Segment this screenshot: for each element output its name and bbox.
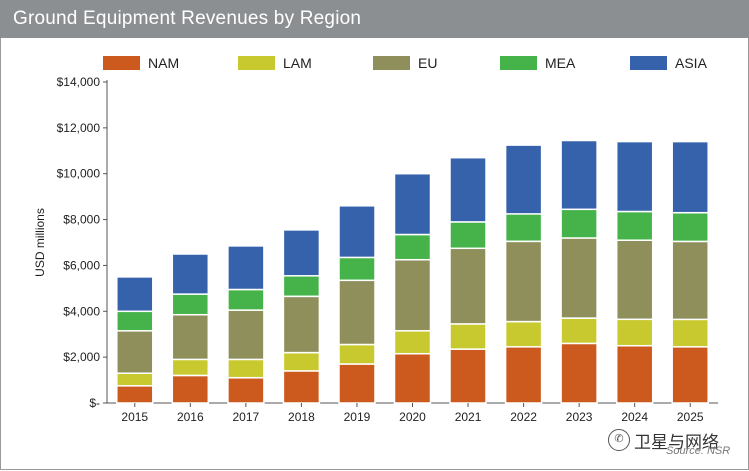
legend-label-lam: LAM bbox=[283, 55, 312, 71]
bar-segment-eu-2019 bbox=[338, 279, 376, 346]
bar-segment-nam-2023 bbox=[560, 342, 598, 404]
bar-segment-lam-2024 bbox=[615, 318, 654, 347]
bar-segment-eu-2025 bbox=[671, 240, 709, 321]
bar-segment-lam-2023 bbox=[560, 317, 598, 345]
x-tick-label: 2020 bbox=[399, 410, 426, 424]
bar-segment-mea-2025 bbox=[671, 211, 709, 243]
bar-segment-eu-2015 bbox=[116, 330, 154, 374]
bar-segment-eu-2018 bbox=[282, 295, 321, 354]
bar-segment-mea-2019 bbox=[338, 256, 376, 282]
x-tick-label: 2025 bbox=[677, 410, 704, 424]
bar-segment-nam-2024 bbox=[615, 344, 654, 404]
bar-segment-mea-2020 bbox=[393, 233, 432, 261]
source-note: Source: NSR bbox=[666, 445, 731, 457]
bar-segment-eu-2021 bbox=[449, 247, 487, 325]
bar-segment-mea-2021 bbox=[449, 221, 487, 250]
y-tick-label: $2,000 bbox=[63, 350, 100, 364]
bar-segment-asia-2020 bbox=[393, 172, 432, 236]
x-tick-label: 2022 bbox=[510, 410, 537, 424]
bar-segment-lam-2017 bbox=[227, 358, 265, 379]
bar-segment-asia-2016 bbox=[171, 253, 210, 295]
x-tick-label: 2019 bbox=[344, 410, 371, 424]
y-tick-label: $4,000 bbox=[63, 304, 100, 318]
bar-segment-nam-2018 bbox=[282, 370, 321, 404]
bar-segment-lam-2016 bbox=[171, 358, 210, 377]
bar-segment-mea-2016 bbox=[171, 293, 210, 316]
bar-segment-eu-2016 bbox=[171, 313, 210, 361]
bar-segment-asia-2018 bbox=[282, 229, 321, 277]
wechat-icon: ✆ bbox=[608, 429, 630, 451]
watermark: ✆ 卫星与网络 bbox=[608, 428, 738, 456]
bar-segment-nam-2022 bbox=[504, 346, 543, 404]
bar-segment-nam-2016 bbox=[171, 374, 210, 404]
bar-segment-lam-2019 bbox=[338, 343, 376, 365]
bar-segment-asia-2015 bbox=[116, 276, 154, 313]
bar-segment-lam-2015 bbox=[116, 372, 154, 387]
y-tick-label: $- bbox=[89, 396, 100, 410]
x-tick-label: 2016 bbox=[177, 410, 204, 424]
bar-segment-mea-2017 bbox=[227, 288, 265, 311]
bar-segment-eu-2024 bbox=[615, 239, 654, 321]
bar-segment-nam-2020 bbox=[393, 352, 432, 404]
bar-segment-mea-2023 bbox=[560, 208, 598, 239]
bar-segment-nam-2015 bbox=[116, 385, 154, 404]
chart-title: Ground Equipment Revenues by Region bbox=[13, 8, 362, 29]
bar-segment-lam-2021 bbox=[449, 323, 487, 350]
legend-label-nam: NAM bbox=[148, 55, 179, 71]
legend-swatch-nam bbox=[103, 56, 140, 70]
watermark-text: 卫星与网络 bbox=[634, 433, 719, 452]
bar-segment-nam-2017 bbox=[227, 377, 265, 404]
x-tick-label: 2018 bbox=[288, 410, 315, 424]
x-tick-label: 2015 bbox=[121, 410, 148, 424]
bar-segment-lam-2025 bbox=[671, 318, 709, 348]
bar-segment-nam-2021 bbox=[449, 348, 487, 404]
bar-segment-eu-2017 bbox=[227, 309, 265, 361]
bar-segment-eu-2020 bbox=[393, 258, 432, 332]
bar-segment-lam-2022 bbox=[504, 320, 543, 348]
bar-segment-mea-2015 bbox=[116, 310, 154, 332]
legend-swatch-lam bbox=[238, 56, 275, 70]
bar-segment-nam-2025 bbox=[671, 346, 709, 404]
x-tick-label: 2017 bbox=[233, 410, 260, 424]
bar-segment-lam-2018 bbox=[282, 351, 321, 372]
legend-label-mea: MEA bbox=[545, 55, 576, 71]
legend-swatch-eu bbox=[373, 56, 410, 70]
y-axis-title: USD millions bbox=[33, 208, 47, 277]
bar-segment-mea-2022 bbox=[504, 213, 543, 243]
bar-segment-asia-2019 bbox=[338, 205, 376, 259]
bar-segment-eu-2023 bbox=[560, 237, 598, 319]
bar-segment-lam-2020 bbox=[393, 330, 432, 355]
legend-swatch-mea bbox=[500, 56, 537, 70]
legend-swatch-asia bbox=[630, 56, 667, 70]
x-tick-label: 2021 bbox=[455, 410, 482, 424]
y-tick-label: $6,000 bbox=[63, 258, 100, 272]
bar-segment-eu-2022 bbox=[504, 240, 543, 323]
y-tick-label: $8,000 bbox=[63, 213, 100, 227]
legend-label-eu: EU bbox=[418, 55, 437, 71]
bar-segment-mea-2024 bbox=[615, 210, 654, 241]
bar-segment-mea-2018 bbox=[282, 274, 321, 298]
chart-header: Ground Equipment Revenues by Region bbox=[0, 0, 749, 38]
bar-segment-asia-2024 bbox=[615, 140, 654, 213]
legend-label-asia: ASIA bbox=[675, 55, 708, 71]
bar-segment-asia-2022 bbox=[504, 144, 543, 215]
x-tick-label: 2023 bbox=[566, 410, 593, 424]
bar-segment-asia-2023 bbox=[560, 139, 598, 211]
bar-segment-nam-2019 bbox=[338, 363, 376, 404]
y-tick-label: $10,000 bbox=[57, 167, 101, 181]
y-tick-label: $12,000 bbox=[57, 121, 101, 135]
x-tick-label: 2024 bbox=[621, 410, 648, 424]
bar-segment-asia-2021 bbox=[449, 156, 487, 223]
bar-segment-asia-2025 bbox=[671, 140, 709, 214]
y-tick-label: $14,000 bbox=[57, 75, 101, 89]
bar-segment-asia-2017 bbox=[227, 245, 265, 291]
